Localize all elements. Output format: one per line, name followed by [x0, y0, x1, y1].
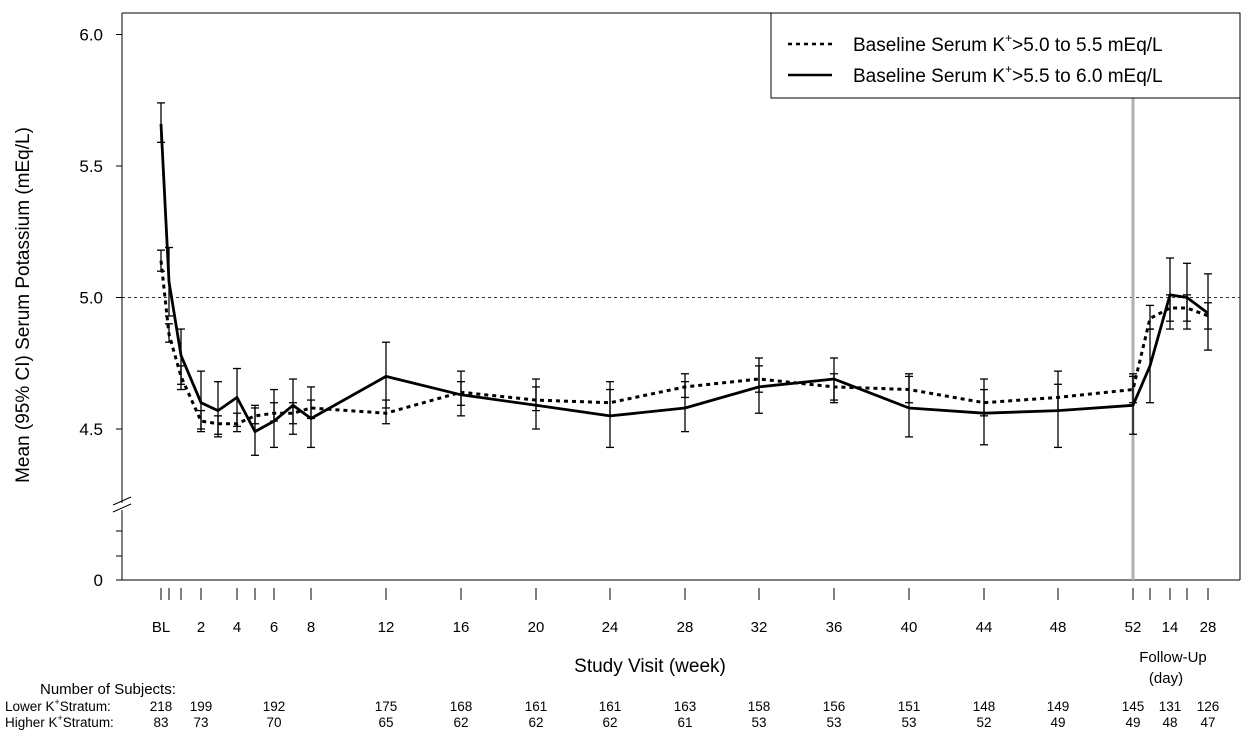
- subject-count: 61: [677, 715, 692, 730]
- subject-count: 168: [450, 699, 473, 714]
- subjects-title: Number of Subjects:: [40, 681, 176, 698]
- subject-count: 62: [528, 715, 543, 730]
- subject-count: 48: [1162, 715, 1177, 730]
- error-bar-solid: [1166, 258, 1174, 329]
- x-tick-label: 14: [1162, 619, 1179, 636]
- subject-count: 148: [973, 699, 996, 714]
- subject-count: 49: [1125, 715, 1140, 730]
- legend: Baseline Serum K+>5.0 to 5.5 mEq/L Basel…: [771, 13, 1240, 98]
- error-bar-solid: [382, 342, 390, 408]
- subjects-values: 218 199 192 175 168 161 161 163 158 156 151 148 149 1…: [150, 699, 1220, 730]
- axis-layer: 04.55.05.56.0BL 2 4 6 8 12 16 20 24 28 32 36 40 44 48 5…: [79, 26, 1216, 637]
- series-layer: [157, 103, 1212, 455]
- x-tick-label: 48: [1050, 619, 1067, 636]
- error-bar-solid: [157, 103, 165, 142]
- subject-count: 126: [1197, 699, 1220, 714]
- subject-count: 73: [193, 715, 208, 730]
- y-axis-title: Mean (95% CI) Serum Potassium (mEq/L): [13, 127, 34, 483]
- error-bar-dotted: [157, 250, 165, 271]
- subject-count: 52: [976, 715, 991, 730]
- subject-count: 131: [1159, 699, 1182, 714]
- error-bar-solid: [1129, 374, 1137, 434]
- subject-count: 53: [751, 715, 766, 730]
- x-tick-label: 36: [826, 619, 843, 636]
- x-tick-label: 6: [270, 619, 278, 636]
- subject-count: 163: [674, 699, 697, 714]
- error-bar-dotted: [165, 324, 173, 342]
- subject-count: 62: [453, 715, 468, 730]
- legend-box: [771, 13, 1240, 98]
- followup-label: Follow-Up: [1139, 649, 1207, 666]
- subject-count: 156: [823, 699, 846, 714]
- x-tick-label: 40: [901, 619, 918, 636]
- x-tick-label: 12: [378, 619, 395, 636]
- subject-count: 161: [599, 699, 622, 714]
- y-tick-label: 6.0: [79, 26, 103, 45]
- x-tick-label: 28: [1200, 619, 1217, 636]
- x-tick-label: 4: [233, 619, 241, 636]
- x-tick-label: 44: [976, 619, 993, 636]
- x-tick-label: 2: [197, 619, 205, 636]
- x-tick-label: 16: [453, 619, 470, 636]
- subject-count: 145: [1122, 699, 1145, 714]
- subjects-row-label-lower: Lower K+Stratum:: [5, 697, 111, 714]
- x-tick-label: 20: [528, 619, 545, 636]
- subjects-row-label-higher: Higher K+Stratum:: [5, 713, 114, 730]
- subject-count: 65: [378, 715, 393, 730]
- x-tick-label: 28: [677, 619, 694, 636]
- y-tick-label: 5.0: [79, 289, 103, 308]
- subjects-table: Number of Subjects: Lower K+Stratum: Hig…: [5, 681, 1219, 730]
- subject-count: 158: [748, 699, 771, 714]
- subject-count: 53: [901, 715, 916, 730]
- subject-count: 83: [153, 715, 168, 730]
- x-axis-title: Study Visit (week): [574, 656, 726, 677]
- subject-count: 218: [150, 699, 173, 714]
- subject-count: 175: [375, 699, 398, 714]
- error-bar-solid: [233, 369, 241, 427]
- x-tick-label: BL: [152, 619, 170, 636]
- y-tick-label: 5.5: [79, 157, 103, 176]
- x-tick-label: 32: [751, 619, 768, 636]
- y-tick-label: 4.5: [79, 420, 103, 439]
- y-tick-label: 0: [94, 571, 103, 590]
- error-bar-solid: [905, 374, 913, 437]
- subject-count: 161: [525, 699, 548, 714]
- error-bar-solid: [1146, 329, 1154, 403]
- x-tick-label: 8: [307, 619, 315, 636]
- subject-count: 62: [602, 715, 617, 730]
- subject-count: 49: [1050, 715, 1065, 730]
- subject-count: 53: [826, 715, 841, 730]
- subject-count: 70: [266, 715, 281, 730]
- subject-count: 47: [1200, 715, 1215, 730]
- subject-count: 149: [1047, 699, 1070, 714]
- x-tick-label: 24: [602, 619, 619, 636]
- subject-count: 151: [898, 699, 921, 714]
- followup-unit: (day): [1149, 670, 1183, 687]
- subject-count: 192: [263, 699, 286, 714]
- x-tick-label: 52: [1125, 619, 1142, 636]
- subject-count: 199: [190, 699, 213, 714]
